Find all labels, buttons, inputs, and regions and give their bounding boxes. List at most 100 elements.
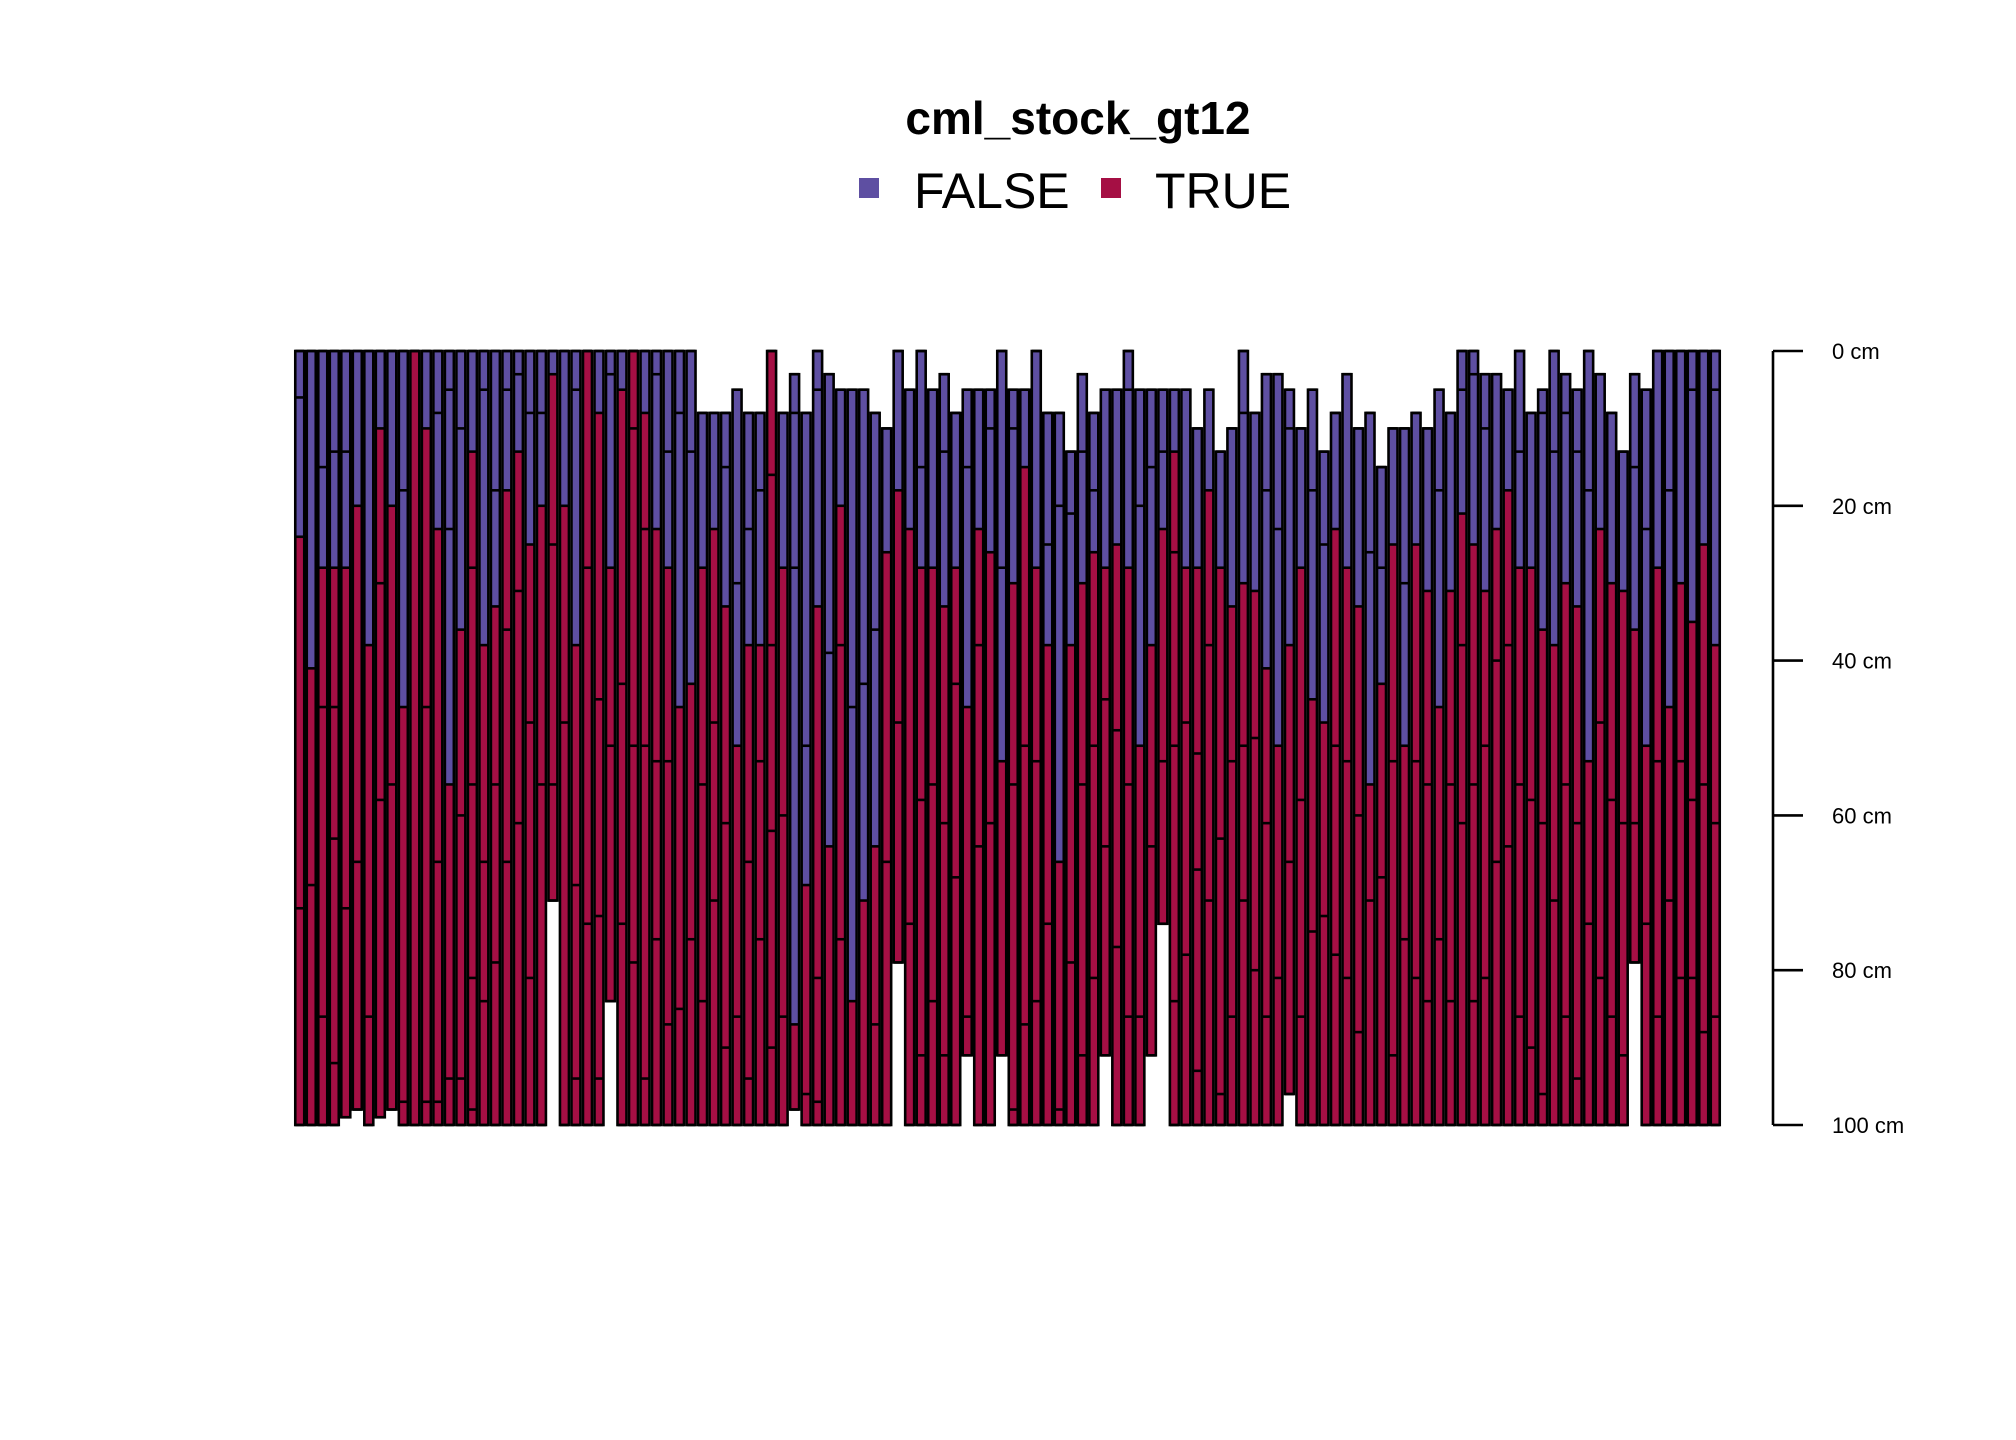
horizon-true <box>686 939 696 1125</box>
horizon-true <box>605 567 615 746</box>
profile-outline <box>466 349 479 1127</box>
horizon-false <box>663 351 673 452</box>
profile-outline <box>1651 349 1664 1127</box>
profile-95 <box>1375 465 1388 1127</box>
horizon-false <box>951 412 961 568</box>
profile-outline <box>1456 349 1468 1127</box>
horizon-false <box>1388 428 1398 545</box>
horizon-true <box>1169 745 1179 1002</box>
horizon-true <box>1699 784 1709 1033</box>
horizon-true <box>1250 738 1260 971</box>
horizon-true <box>801 1094 811 1125</box>
horizon-true <box>709 722 719 901</box>
profile-46 <box>811 349 824 1127</box>
horizon-true <box>525 722 535 978</box>
horizon-true <box>502 861 512 1125</box>
horizon-false <box>1181 389 1191 568</box>
profile-outline <box>1203 388 1215 1127</box>
horizon-true <box>306 668 316 886</box>
profile-108 <box>1525 411 1537 1127</box>
horizon-true <box>1123 1016 1133 1125</box>
horizon-false <box>490 351 500 491</box>
horizon-true <box>1123 567 1133 785</box>
horizon-true <box>928 784 938 1002</box>
profile-outline <box>616 349 628 1127</box>
horizon-true <box>1204 645 1214 901</box>
horizon-false <box>663 451 673 568</box>
horizon-false <box>1227 428 1237 607</box>
horizon-true <box>1227 606 1237 762</box>
horizon-true <box>1388 761 1398 1056</box>
horizon-true <box>755 645 765 762</box>
profile-outline <box>846 388 858 1127</box>
profile-69 <box>1076 372 1089 1127</box>
profile-114 <box>1594 372 1606 1127</box>
horizon-true <box>951 683 961 878</box>
horizon-false <box>617 351 627 390</box>
horizon-true <box>1480 590 1490 746</box>
horizon-true <box>582 567 592 924</box>
profile-outline <box>1283 388 1296 1096</box>
profile-4 <box>328 349 341 1127</box>
profile-124 <box>1709 349 1722 1127</box>
horizon-true <box>467 977 477 1110</box>
profile-122 <box>1686 349 1699 1127</box>
horizon-true <box>1077 784 1087 1056</box>
horizon-true <box>329 1063 339 1125</box>
horizon-false <box>295 351 305 398</box>
horizon-true <box>1112 730 1122 947</box>
profile-17 <box>478 349 490 1127</box>
horizon-true <box>1641 923 1651 1125</box>
profile-outline <box>754 411 766 1127</box>
horizon-true <box>364 1016 374 1125</box>
horizon-true <box>1365 900 1375 1125</box>
profile-68 <box>1065 450 1077 1127</box>
horizon-true <box>951 877 961 1125</box>
profile-outline <box>788 372 801 1111</box>
horizon-true <box>1584 761 1594 924</box>
horizon-true <box>939 606 949 824</box>
profile-outline <box>558 349 571 1127</box>
horizon-true <box>1112 544 1122 731</box>
horizon-true <box>985 823 995 1125</box>
horizon-false <box>686 451 696 684</box>
horizon-false <box>1549 451 1559 646</box>
horizon-true <box>352 505 362 862</box>
horizon-true <box>1377 877 1386 1125</box>
horizon-true <box>1526 1047 1536 1125</box>
profile-30 <box>627 349 640 1127</box>
horizon-true <box>375 799 385 1118</box>
horizon-true <box>640 529 650 746</box>
horizon-true <box>421 1101 431 1125</box>
horizon-false <box>974 389 984 530</box>
horizon-true <box>559 722 569 1125</box>
horizon-true <box>444 1078 454 1125</box>
horizon-false <box>1135 389 1145 506</box>
horizon-true <box>1457 645 1467 824</box>
profile-outline <box>1237 349 1250 1127</box>
horizon-true <box>1296 567 1306 800</box>
horizon-true <box>1354 1032 1363 1125</box>
profile-41 <box>754 411 766 1127</box>
profile-outline <box>811 349 824 1127</box>
horizon-true <box>939 823 949 1056</box>
profile-97 <box>1398 427 1411 1127</box>
profile-outline <box>1536 388 1549 1127</box>
horizon-true <box>1319 916 1329 1125</box>
horizon-false <box>364 351 374 646</box>
horizon-true <box>1388 544 1398 762</box>
horizon-true <box>836 505 846 646</box>
horizon-true <box>928 1001 938 1125</box>
horizon-false <box>1515 351 1525 452</box>
horizon-true <box>1043 645 1053 924</box>
horizon-true <box>1031 1001 1041 1125</box>
horizon-false <box>813 389 823 607</box>
profile-106 <box>1502 388 1514 1127</box>
horizon-true <box>1204 490 1214 646</box>
horizon-false <box>755 490 765 646</box>
horizon-true <box>594 916 604 1079</box>
horizon-true <box>1515 1016 1525 1125</box>
horizon-true <box>1446 590 1456 785</box>
horizon-true <box>1710 1016 1720 1125</box>
profile-96 <box>1387 427 1399 1127</box>
